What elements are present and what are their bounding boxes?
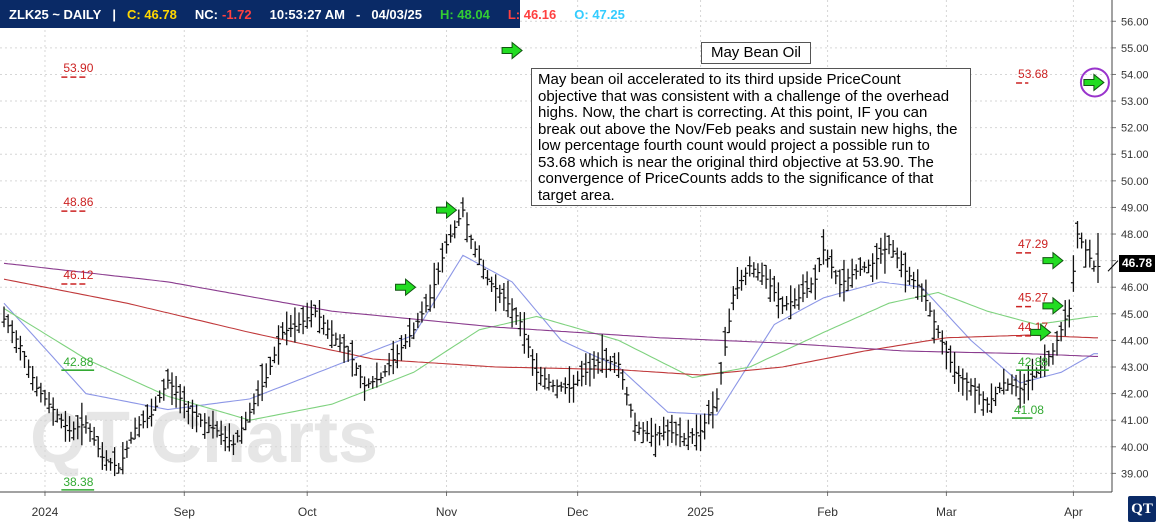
header-dash: - <box>356 6 361 22</box>
low-value: L: 46.16 <box>507 6 557 22</box>
x-tick-label: Oct <box>298 505 317 519</box>
support-label: 42.88 <box>63 355 93 369</box>
green-arrow-icon <box>395 278 417 297</box>
y-tick-label: 46.00 <box>1121 282 1149 294</box>
x-tick-label: Dec <box>567 505 588 519</box>
x-tick-label: Nov <box>436 505 457 519</box>
y-tick-label: 55.00 <box>1121 43 1149 55</box>
chart-title: May Bean Oil <box>701 42 811 64</box>
high-value: H: 48.04 <box>439 6 490 22</box>
net-change-label: NC: <box>194 6 218 22</box>
green-arrow-icon <box>436 201 458 220</box>
moving-average-1 <box>3 254 1098 416</box>
objective-label: 53.68 <box>1018 67 1048 81</box>
objective-label: 46.12 <box>63 268 93 282</box>
y-tick-label: 44.00 <box>1121 335 1149 347</box>
y-tick-label: 48.00 <box>1121 229 1149 241</box>
target-circle <box>1079 67 1110 98</box>
moving-average-3 <box>3 278 1098 376</box>
watermark: QT Charts <box>30 398 378 478</box>
y-tick-label: 42.00 <box>1121 389 1149 401</box>
objective-label: 47.29 <box>1018 237 1048 251</box>
x-tick-label: Sep <box>174 505 196 519</box>
time-value: 10:53:27 AM <box>269 6 346 22</box>
y-tick-label: 56.00 <box>1121 16 1149 28</box>
green-arrow-icon <box>1042 251 1064 270</box>
symbol-label[interactable]: ZLK25 ~ DAILY <box>9 6 102 22</box>
objective-label: 45.27 <box>1018 291 1048 305</box>
x-tick-label: 2024 <box>32 505 59 519</box>
support-label: 42.88 <box>1018 355 1048 369</box>
support-label: 38.38 <box>63 475 93 489</box>
y-tick-label: 50.00 <box>1121 176 1149 188</box>
x-tick-label: Feb <box>817 505 838 519</box>
y-tick-label: 53.00 <box>1121 96 1149 108</box>
y-tick-label: 39.00 <box>1121 468 1149 480</box>
support-label: 41.08 <box>1014 403 1044 417</box>
x-tick-label: Apr <box>1064 505 1083 519</box>
header-separator: | <box>112 6 116 22</box>
quote-header: ZLK25 ~ DAILY | C: 46.78 NC: -1.72 10:53… <box>0 0 625 28</box>
date-value: 04/03/25 <box>371 6 422 22</box>
green-arrow-icon <box>501 41 523 60</box>
y-tick-label: 51.00 <box>1121 149 1149 161</box>
qt-logo[interactable]: QT <box>1128 496 1156 522</box>
green-arrow-icon <box>1042 296 1064 315</box>
green-arrow-icon <box>1083 73 1105 92</box>
y-tick-label: 40.00 <box>1121 442 1149 454</box>
y-tick-label: 41.00 <box>1121 415 1149 427</box>
x-tick-label: Mar <box>936 505 957 519</box>
commentary-box: May bean oil accelerated to its third up… <box>531 68 971 206</box>
close-value: C: 46.78 <box>127 6 177 22</box>
y-tick-label: 45.00 <box>1121 309 1149 321</box>
y-tick-label: 52.00 <box>1121 123 1149 135</box>
net-change-value: -1.72 <box>221 6 252 22</box>
green-arrow-icon <box>1030 323 1052 342</box>
x-tick-label: 2025 <box>687 505 714 519</box>
y-tick-label: 49.00 <box>1121 202 1149 214</box>
moving-average-4 <box>3 262 1098 357</box>
y-tick-label: 54.00 <box>1121 69 1149 81</box>
open-value: O: 47.25 <box>574 6 625 22</box>
objective-label: 53.90 <box>63 61 93 75</box>
last-price-pointer <box>1107 260 1119 272</box>
last-price-tag: 46.78 <box>1119 255 1155 272</box>
objective-label: 48.86 <box>63 195 93 209</box>
y-tick-label: 43.00 <box>1121 362 1149 374</box>
